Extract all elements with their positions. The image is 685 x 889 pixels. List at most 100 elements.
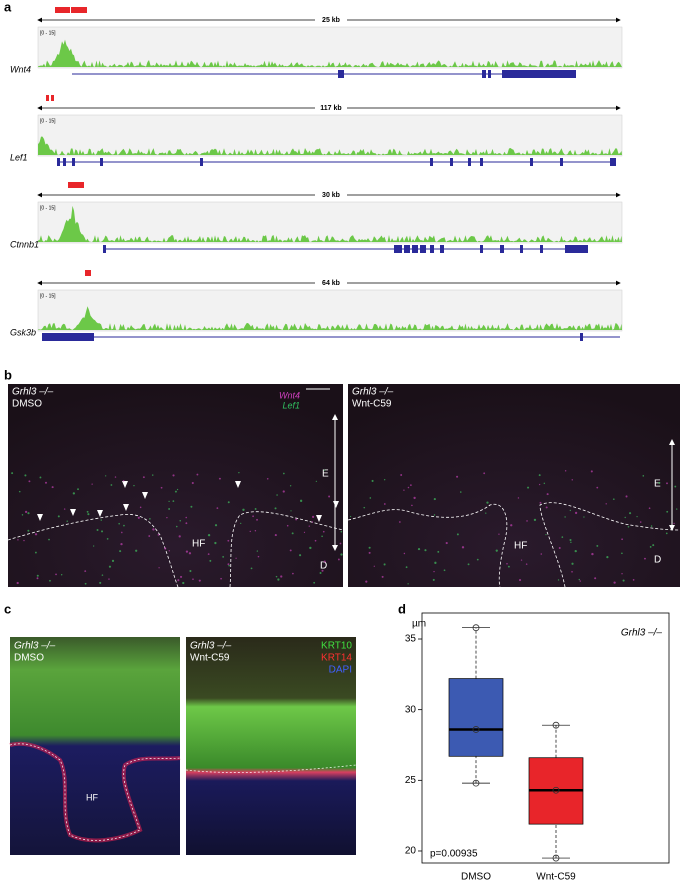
speckle — [291, 532, 294, 535]
speckle — [280, 575, 283, 578]
speckle — [118, 522, 120, 525]
speckle — [606, 555, 609, 559]
speckle — [486, 501, 489, 504]
speckle — [443, 569, 446, 572]
exon — [610, 158, 616, 166]
speckle — [216, 507, 219, 510]
speckle — [371, 479, 374, 482]
point — [552, 854, 560, 862]
speckle — [274, 534, 277, 537]
speckle — [308, 525, 310, 527]
range-label: [0 - 15] — [40, 293, 56, 299]
exon — [57, 158, 60, 166]
speckle — [417, 547, 421, 551]
speckle — [276, 494, 278, 496]
y-tick-label: 25 — [405, 775, 417, 786]
speckle — [149, 518, 151, 520]
track-bg — [37, 201, 623, 244]
speckle — [84, 570, 87, 573]
treatment: Wnt-C59 — [190, 653, 230, 664]
peak-region — [85, 270, 91, 276]
speckle — [84, 582, 87, 585]
speckle — [177, 579, 180, 582]
speckle — [157, 534, 160, 536]
speckle — [93, 545, 95, 547]
speckle — [292, 572, 294, 575]
speckle — [228, 564, 230, 567]
speckle — [433, 570, 435, 573]
speckle — [179, 520, 181, 522]
speckle — [240, 522, 242, 525]
speckle — [63, 508, 66, 510]
exon — [482, 70, 486, 78]
speckle — [538, 474, 541, 477]
speckle — [583, 516, 585, 518]
exon — [480, 245, 483, 253]
speckle — [540, 553, 543, 555]
genotype: Grhl3 –/– — [352, 387, 394, 398]
label-bg — [315, 190, 347, 200]
speckle — [209, 559, 212, 562]
speckle — [191, 481, 194, 485]
speckle — [407, 486, 410, 489]
speckle — [506, 562, 508, 565]
exon — [103, 245, 106, 253]
point — [472, 779, 480, 787]
speckle — [172, 500, 175, 503]
speckle — [87, 513, 90, 516]
speckle — [252, 515, 254, 518]
speckle — [139, 506, 142, 509]
speckle — [18, 490, 21, 493]
scale-label: 25 kb — [322, 17, 340, 24]
speckle — [122, 479, 125, 482]
speckle — [407, 583, 409, 585]
speckle — [190, 505, 193, 508]
exon — [450, 158, 453, 166]
speckle — [158, 567, 160, 569]
speckle — [101, 574, 104, 576]
speckle — [526, 520, 528, 522]
speckle — [543, 482, 546, 485]
speckle — [189, 569, 192, 573]
speckle — [399, 521, 401, 523]
speckle — [168, 508, 171, 510]
speckle — [564, 470, 567, 472]
exon — [412, 245, 418, 253]
speckle — [569, 509, 571, 512]
label-bg — [315, 278, 347, 288]
speckle — [673, 522, 675, 525]
scale-label: 117 kb — [320, 105, 341, 112]
gene-label: Wnt4 — [10, 64, 31, 74]
exon — [440, 245, 444, 253]
panel-b: b Grhl3 –/– DMSO Wnt4 Lef1 E HF D Grhl3 … — [4, 367, 681, 588]
point — [472, 624, 480, 632]
panel-a: a 25 kb [0 - 15] Wnt4 117 kb [0 - 15] Lef1 30 … — [4, 0, 623, 341]
y-tick-label: 20 — [405, 846, 417, 857]
speckle — [289, 549, 292, 552]
panel-label: d — [398, 601, 406, 616]
speckle — [178, 535, 181, 538]
speckle — [437, 550, 440, 553]
speckle — [424, 549, 427, 552]
speckle — [119, 550, 122, 553]
speckle — [569, 539, 572, 542]
peak-region — [68, 182, 84, 188]
speckle — [313, 581, 316, 584]
speckle — [311, 521, 314, 523]
speckle — [34, 533, 38, 536]
speckle — [321, 535, 323, 538]
y-axis-label: µm — [412, 619, 426, 630]
speckle — [461, 546, 465, 549]
speckle — [218, 477, 221, 480]
speckle — [28, 480, 31, 483]
speckle — [227, 501, 230, 504]
range-label: [0 - 15] — [40, 30, 56, 36]
speckle — [632, 579, 635, 581]
inset-label: Grhl3 –/– — [621, 628, 663, 639]
speckle — [571, 570, 573, 573]
speckle — [558, 546, 561, 549]
speckle — [403, 489, 405, 491]
track-bg — [37, 114, 623, 157]
speckle — [222, 555, 225, 558]
speckle — [578, 578, 580, 581]
